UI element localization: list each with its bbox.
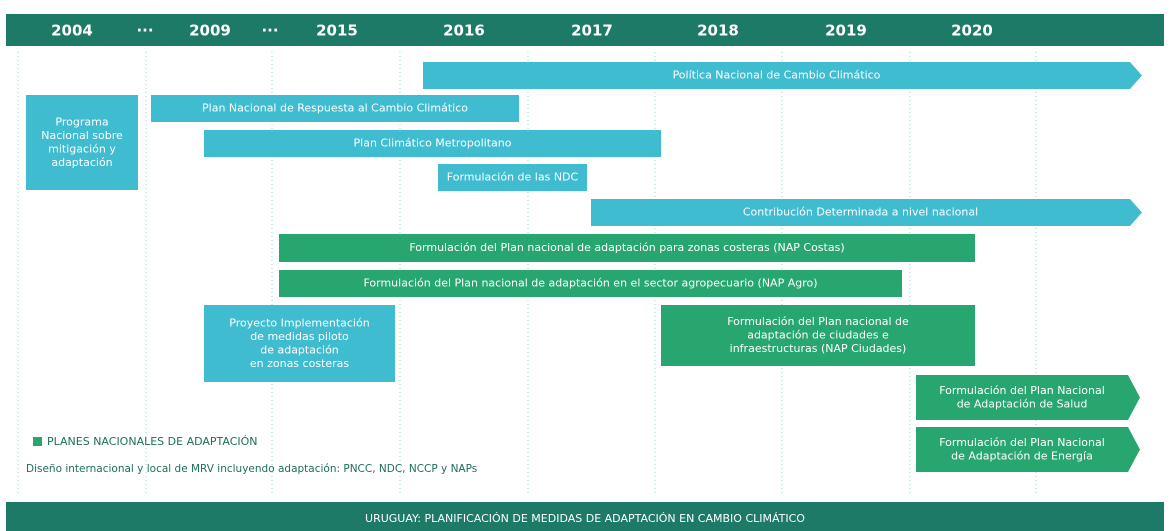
bar-label: Formulación de las NDC: [447, 171, 579, 184]
year-label: 2004: [51, 22, 93, 40]
bar-label: Formulación del Plan nacional de: [727, 315, 909, 328]
year-label: 2019: [825, 22, 867, 40]
bar-label: Plan Nacional de Respuesta al Cambio Cli…: [202, 102, 468, 115]
timeline-bar: [279, 234, 975, 262]
bar-label: en zonas costeras: [250, 357, 350, 370]
bar-label: Formulación del Plan Nacional: [939, 436, 1105, 449]
bar-label: mitigación y: [48, 142, 116, 155]
year-label: ···: [136, 22, 153, 40]
footer-title: URUGUAY: PLANIFICACIÓN DE MEDIDAS DE ADA…: [365, 512, 805, 525]
year-label: 2015: [316, 22, 358, 40]
legend-swatch: [33, 437, 42, 446]
bar-label: Contribución Determinada a nivel naciona…: [743, 206, 978, 219]
bar-label: infraestructuras (NAP Ciudades): [730, 342, 907, 355]
year-label: ···: [261, 22, 278, 40]
year-label: 2018: [697, 22, 739, 40]
timeline-bar: [438, 164, 587, 191]
timeline-bar: [204, 305, 395, 382]
bar-label: Plan Climático Metropolitano: [354, 137, 512, 150]
bar-label: adaptación: [51, 156, 112, 169]
bar-label: Proyecto Implementación: [229, 316, 369, 329]
year-label: 2017: [571, 22, 613, 40]
timeline-bar: [423, 62, 1142, 89]
header-bar: [6, 14, 1164, 46]
bar-label: de Adaptación de Energía: [951, 449, 1093, 462]
timeline-bar: [204, 130, 661, 157]
bar-label: de adaptación: [260, 343, 339, 356]
timeline-bar: [661, 305, 975, 366]
year-label: 2020: [951, 22, 993, 40]
timeline-bar: [916, 427, 1140, 472]
bar-label: Formulación del Plan nacional de adaptac…: [409, 241, 844, 254]
bar-label: de Adaptación de Salud: [957, 397, 1088, 410]
bar-label: Política Nacional de Cambio Climático: [673, 69, 881, 82]
timeline-bar: [279, 270, 902, 297]
timeline-bar: [591, 199, 1142, 226]
timeline-bar: [916, 375, 1140, 420]
timeline-bar: [151, 95, 519, 122]
year-label: 2016: [443, 22, 485, 40]
legend-label: PLANES NACIONALES DE ADAPTACIÓN: [47, 435, 258, 448]
bar-label: Programa: [55, 115, 108, 128]
footer-bar: [6, 502, 1164, 531]
bar-label: adaptación de ciudades e: [747, 329, 889, 342]
note: Diseño internacional y local de MRV incl…: [26, 463, 477, 475]
year-label: 2009: [189, 22, 231, 40]
bar-label: Nacional sobre: [41, 129, 123, 142]
timeline-bar: [26, 95, 138, 190]
bar-label: Formulación del Plan nacional de adaptac…: [363, 277, 817, 290]
bar-label: de medidas piloto: [250, 330, 349, 343]
bar-label: Formulación del Plan Nacional: [939, 384, 1105, 397]
